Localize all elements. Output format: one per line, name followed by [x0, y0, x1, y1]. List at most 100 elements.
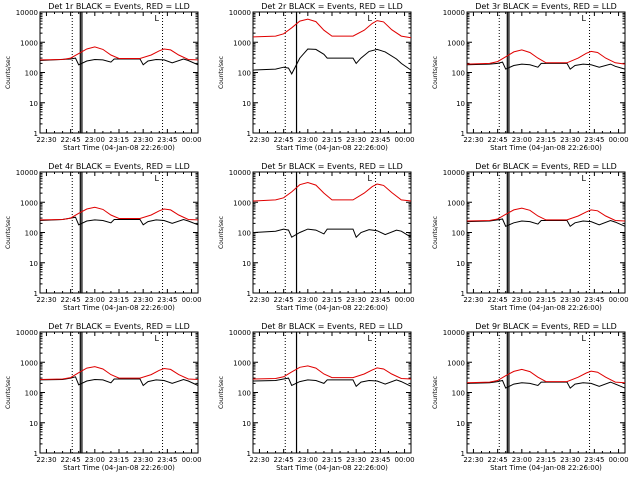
x-tick-label: 00:00 [181, 136, 201, 144]
y-tick-label: 10 [242, 260, 251, 268]
x-tick-label: 23:45 [584, 296, 604, 304]
y-tick-label: 1000 [20, 199, 38, 207]
y-tick-label: 1000 [233, 199, 251, 207]
x-axis-label: Start Time (04-Jan-08 22:26:00) [276, 144, 388, 152]
x-tick-label: 23:15 [322, 136, 342, 144]
y-tick-label: 1 [461, 290, 465, 298]
x-axis-label: Start Time (04-Jan-08 22:26:00) [63, 464, 175, 472]
y-tick-label: 100 [452, 230, 465, 238]
x-tick-label: 22:30 [36, 136, 56, 144]
y-tick-label: 10000 [229, 169, 251, 177]
y-tick-label: 1 [34, 450, 38, 458]
x-tick-label: 23:15 [536, 136, 556, 144]
y-tick-label: 100 [238, 230, 251, 238]
x-tick-label: 23:15 [536, 296, 556, 304]
panel-det-7: Det 7r BLACK = Events, RED = LLD 1 10 100 10… [5, 322, 202, 472]
marker-annotation: L [155, 334, 160, 343]
y-tick-label: 100 [25, 70, 38, 78]
panel-title: Det 4r BLACK = Events, RED = LLD [48, 162, 190, 171]
x-tick-label: 22:30 [36, 456, 56, 464]
panel-det-3: Det 3r BLACK = Events, RED = LLD 1 10 100 10… [432, 2, 629, 152]
x-tick-label: 22:45 [274, 136, 294, 144]
x-tick-label: 23:45 [157, 296, 177, 304]
y-axis-label: Counts/sec [218, 56, 225, 89]
x-tick-label: 22:45 [274, 296, 294, 304]
marker-annotation: L [368, 14, 373, 23]
y-tick-label: 10 [456, 100, 465, 108]
events-series-line [252, 48, 412, 75]
y-tick-label: 1 [247, 290, 251, 298]
x-tick-label: 22:45 [488, 456, 508, 464]
lld-series-line [466, 368, 626, 384]
plot-frame [39, 331, 199, 454]
panel-title: Det 2r BLACK = Events, RED = LLD [261, 2, 403, 11]
x-axis-label: Start Time (04-Jan-08 22:26:00) [490, 144, 602, 152]
x-tick-label: 23:15 [109, 456, 129, 464]
x-tick-label: 23:30 [133, 136, 153, 144]
y-tick-label: 1 [34, 130, 38, 138]
events-series-line [466, 218, 626, 228]
x-tick-label: 23:45 [584, 136, 604, 144]
x-tick-label: 23:00 [512, 296, 532, 304]
x-tick-label: 23:00 [512, 136, 532, 144]
x-tick-label: 00:00 [394, 136, 414, 144]
y-tick-label: 1000 [447, 359, 465, 367]
marker-annotation: L [155, 14, 160, 23]
x-tick-label: 00:00 [181, 296, 201, 304]
x-axis-label: Start Time (04-Jan-08 22:26:00) [490, 304, 602, 312]
y-tick-label: 10000 [229, 9, 251, 17]
x-tick-label: 23:00 [298, 456, 318, 464]
y-tick-label: 1 [461, 450, 465, 458]
panel-det-6: Det 6r BLACK = Events, RED = LLD 1 10 100 10… [432, 162, 629, 312]
y-tick-label: 1 [34, 290, 38, 298]
plot-frame [466, 11, 626, 134]
marker-annotation: L [368, 334, 373, 343]
y-tick-label: 1 [247, 450, 251, 458]
y-tick-label: 1000 [20, 359, 38, 367]
x-tick-label: 23:15 [322, 296, 342, 304]
y-tick-label: 10000 [229, 329, 251, 337]
y-tick-label: 100 [452, 390, 465, 398]
plot-frame [252, 331, 412, 454]
x-axis-label: Start Time (04-Jan-08 22:26:00) [490, 464, 602, 472]
y-tick-label: 10 [242, 100, 251, 108]
y-tick-label: 10000 [16, 9, 38, 17]
x-tick-label: 23:45 [370, 136, 390, 144]
y-axis-label: Counts/sec [218, 376, 225, 409]
y-tick-label: 1000 [447, 39, 465, 47]
lld-series-line [466, 207, 626, 222]
x-tick-label: 23:30 [133, 456, 153, 464]
x-tick-label: 23:45 [584, 456, 604, 464]
y-tick-label: 1000 [233, 39, 251, 47]
y-tick-label: 10 [29, 420, 38, 428]
marker-annotation: L [368, 174, 373, 183]
panel-title: Det 1r BLACK = Events, RED = LLD [48, 2, 190, 11]
x-tick-label: 23:15 [109, 296, 129, 304]
lld-series-line [252, 181, 412, 202]
y-tick-label: 100 [238, 70, 251, 78]
y-tick-label: 10000 [443, 9, 465, 17]
y-axis-label: Counts/sec [5, 56, 12, 89]
panel-det-8: Det 8r BLACK = Events, RED = LLD 1 10 100 10… [218, 322, 415, 472]
marker-annotation: L [582, 174, 587, 183]
x-tick-label: 22:45 [274, 456, 294, 464]
lld-series-line [39, 46, 199, 61]
x-tick-label: 22:30 [463, 456, 483, 464]
lld-series-line [39, 206, 199, 221]
x-tick-label: 23:30 [560, 456, 580, 464]
y-tick-label: 100 [25, 390, 38, 398]
panel-det-5: Det 5r BLACK = Events, RED = LLD 1 10 100 10… [218, 162, 415, 312]
x-tick-label: 22:45 [488, 296, 508, 304]
x-tick-label: 22:30 [249, 296, 269, 304]
events-series-line [39, 376, 199, 387]
x-tick-label: 00:00 [608, 456, 628, 464]
y-tick-label: 10 [456, 420, 465, 428]
x-tick-label: 23:00 [512, 456, 532, 464]
x-tick-label: 23:30 [560, 136, 580, 144]
x-tick-label: 22:30 [463, 136, 483, 144]
x-axis-label: Start Time (04-Jan-08 22:26:00) [276, 464, 388, 472]
x-tick-label: 23:30 [346, 136, 366, 144]
plot-frame [466, 331, 626, 454]
x-tick-label: 23:30 [346, 456, 366, 464]
y-axis-label: Counts/sec [5, 376, 12, 409]
